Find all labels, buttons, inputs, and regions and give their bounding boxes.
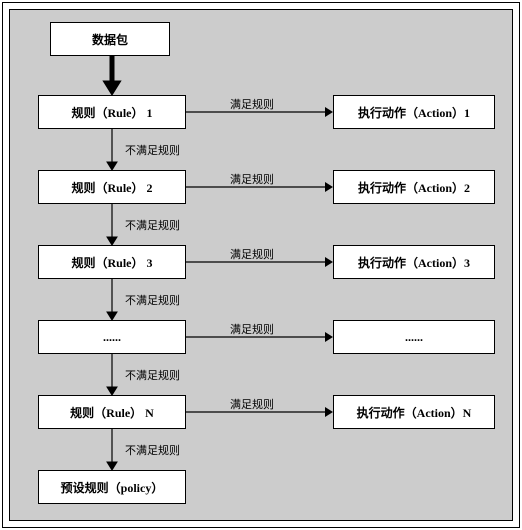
edge-label-horizontal: 满足规则 [230,96,274,112]
node-act1: 执行动作（Action）1 [333,95,495,129]
node-dots_r: ...... [333,320,495,354]
edge-label-horizontal: 满足规则 [230,171,274,187]
node-actN: 执行动作（Action）N [333,395,495,429]
edge-label-vertical: 不满足规则 [125,217,180,233]
node-rule1: 规则（Rule） 1 [38,95,186,129]
node-start: 数据包 [50,22,170,56]
node-act3: 执行动作（Action）3 [333,245,495,279]
node-rule3: 规则（Rule） 3 [38,245,186,279]
node-dots_l: ...... [38,320,186,354]
node-act2: 执行动作（Action）2 [333,170,495,204]
edge-label-horizontal: 满足规则 [230,321,274,337]
edge-label-vertical: 不满足规则 [125,367,180,383]
node-ruleN: 规则（Rule） N [38,395,186,429]
edge-label-horizontal: 满足规则 [230,246,274,262]
node-rule2: 规则（Rule） 2 [38,170,186,204]
node-policy: 预设规则（policy） [38,470,186,504]
edge-label-horizontal: 满足规则 [230,396,274,412]
edge-label-vertical: 不满足规则 [125,442,180,458]
edge-label-vertical: 不满足规则 [125,142,180,158]
edge-label-vertical: 不满足规则 [125,292,180,308]
